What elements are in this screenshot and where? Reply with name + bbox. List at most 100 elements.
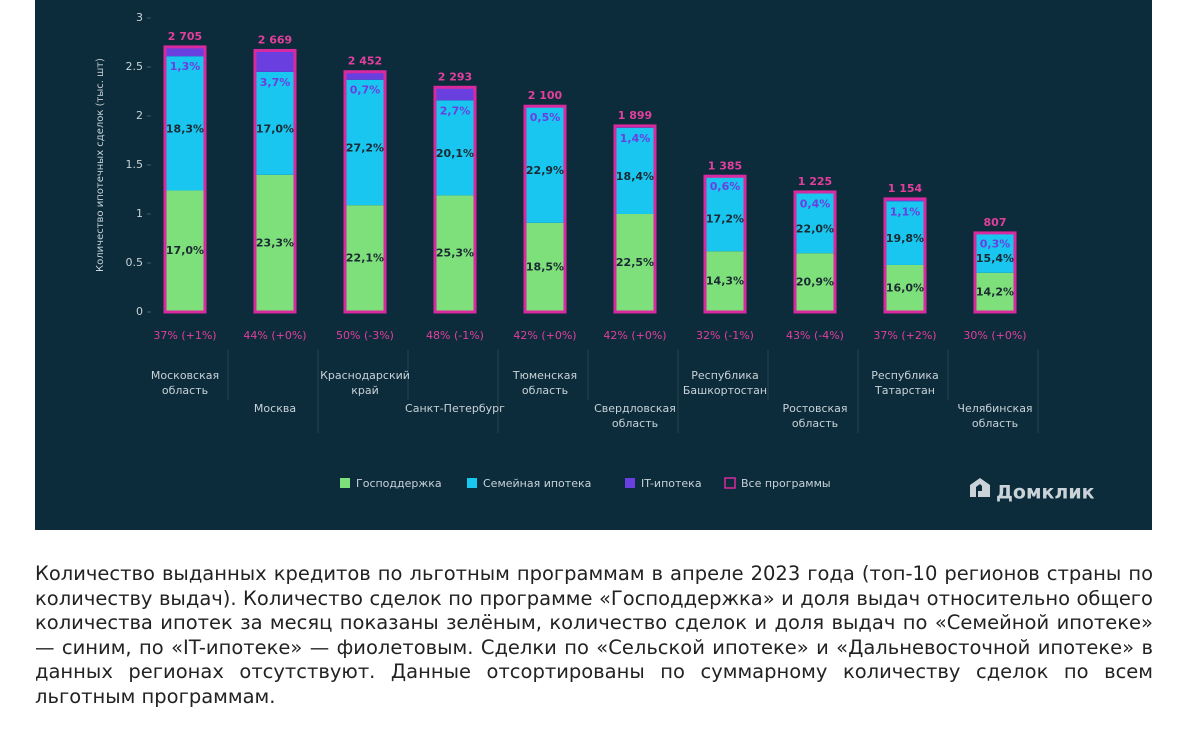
share-label: 27,2%: [346, 141, 384, 154]
total-outline: [613, 124, 657, 314]
share-all-label: 42% (+0%): [513, 329, 576, 342]
bar-segment: [795, 253, 835, 312]
y-tick-label: 2.5: [126, 60, 144, 73]
legend-swatch: [724, 477, 736, 489]
legend-label: Все программы: [741, 477, 831, 490]
total-outline: [433, 85, 477, 314]
total-outline: [793, 190, 837, 314]
share-label: 1,1%: [890, 205, 921, 218]
total-outline: [973, 231, 1017, 314]
bar-segment: [795, 193, 835, 254]
share-label: 0,3%: [980, 238, 1011, 251]
share-all-label: 32% (-1%): [696, 329, 754, 342]
total-label: 2 452: [348, 55, 382, 68]
total-outline: [703, 174, 747, 314]
total-label: 807: [984, 216, 1007, 229]
total-label: 1 154: [888, 182, 923, 195]
bar-segment: [975, 272, 1015, 312]
brand-name: Домклик: [996, 482, 1095, 504]
bar-segment: [435, 195, 475, 312]
share-label: 2,7%: [440, 104, 471, 117]
bar-segment: [525, 222, 565, 312]
total-label: 1 385: [708, 159, 742, 172]
y-tick-label: 0: [136, 305, 143, 318]
total-label: 1 225: [798, 175, 832, 188]
bar-segment: [615, 214, 655, 312]
category-label: Республика Башкортостан: [682, 369, 768, 397]
bar-segment: [165, 47, 205, 57]
share-label: 18,5%: [526, 260, 564, 273]
bar-segment: [435, 100, 475, 196]
bar-segment: [345, 205, 385, 312]
total-outline: [343, 70, 387, 314]
chart-panel: [35, 0, 1152, 530]
legend-swatch: [340, 478, 350, 488]
share-all-label: 37% (+1%): [153, 329, 216, 342]
share-label: 22,9%: [526, 164, 564, 177]
share-all-label: 43% (-4%): [786, 329, 844, 342]
share-label: 14,3%: [706, 275, 744, 288]
share-label: 23,3%: [256, 236, 294, 249]
y-axis-label: Количество ипотечных сделок (тыс. шт): [95, 58, 106, 272]
share-label: 20,9%: [796, 276, 834, 289]
total-label: 2 705: [168, 30, 202, 43]
share-label: 22,1%: [346, 252, 384, 265]
share-label: 22,0%: [796, 222, 834, 235]
share-all-label: 50% (-3%): [336, 329, 394, 342]
share-label: 15,4%: [976, 252, 1014, 265]
category-label: Ростовская область: [782, 402, 848, 430]
category-label: Республика Татарстан: [871, 369, 939, 397]
bar-segment: [165, 190, 205, 312]
total-outline: [253, 48, 297, 314]
share-label: 17,2%: [706, 213, 744, 226]
share-label: 0,7%: [350, 84, 381, 97]
total-outline: [523, 104, 567, 314]
share-label: 1,4%: [620, 132, 651, 145]
bar-segment: [255, 71, 295, 175]
bar-segment: [885, 201, 925, 265]
brand-logo: Домклик: [970, 478, 1095, 504]
bar-segment: [165, 56, 205, 191]
share-label: 14,2%: [976, 285, 1014, 298]
legend-swatch: [467, 478, 477, 488]
share-all-label: 42% (+0%): [603, 329, 666, 342]
bar-segment: [345, 79, 385, 206]
total-label: 2 100: [528, 89, 563, 102]
share-label: 18,4%: [616, 170, 654, 183]
category-label: Свердловская область: [594, 402, 676, 430]
legend-label: IT-ипотека: [641, 477, 702, 490]
share-label: 18,3%: [166, 122, 204, 135]
share-label: 0,5%: [530, 111, 561, 124]
category-label: Москва: [253, 402, 297, 415]
bar-segment: [435, 87, 475, 101]
y-tick-label: 1.5: [126, 158, 144, 171]
bar-segment: [615, 127, 655, 214]
y-tick-label: 3: [136, 11, 143, 24]
y-tick-label: 2: [136, 109, 143, 122]
share-label: 25,3%: [436, 247, 474, 260]
bar-segment: [525, 107, 565, 223]
caption: Количество выданных кредитов по льготным…: [35, 562, 1153, 708]
category-label: Московская область: [150, 369, 220, 397]
category-label: Челябинская область: [957, 402, 1033, 430]
bar-segment: [705, 175, 745, 252]
legend-swatch: [625, 478, 635, 488]
share-label: 22,5%: [616, 256, 654, 269]
total-outline: [883, 197, 927, 314]
share-label: 16,0%: [886, 281, 924, 294]
total-outline: [163, 45, 207, 314]
share-label: 0,4%: [800, 197, 831, 210]
category-label: Краснодарский край: [320, 369, 410, 397]
total-label: 2 669: [258, 33, 292, 46]
share-all-label: 48% (-1%): [426, 329, 484, 342]
category-label: Тюменская область: [512, 369, 578, 397]
share-label: 17,0%: [166, 244, 204, 257]
bar-segment: [255, 51, 295, 72]
bar-segment: [885, 264, 925, 312]
chart: Количество ипотечных сделок (тыс. шт) До…: [95, 11, 1095, 504]
share-all-label: 30% (+0%): [963, 329, 1026, 342]
total-label: 1 899: [618, 109, 652, 122]
share-all-label: 44% (+0%): [243, 329, 306, 342]
legend-label: Семейная ипотека: [483, 477, 591, 490]
y-tick-label: 1: [136, 207, 143, 220]
